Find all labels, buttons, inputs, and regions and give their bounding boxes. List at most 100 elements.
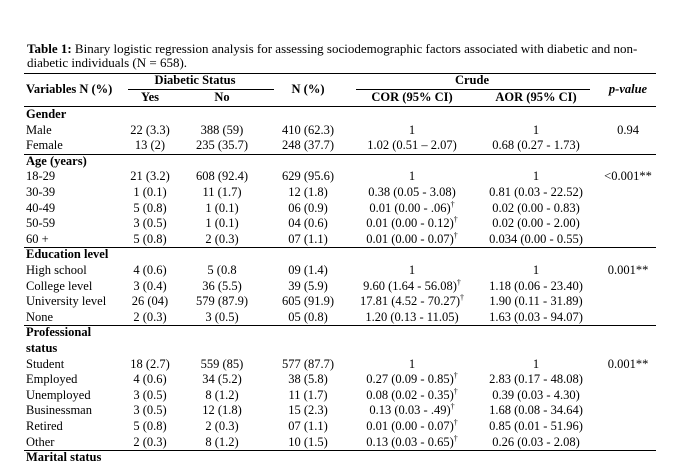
cell-cor: 0.13 (0.03 - .49)† <box>369 402 455 418</box>
cell-no: 2 (0.3) <box>205 419 239 433</box>
cell-n-pct: 629 (95.6) <box>281 169 335 184</box>
header-diabetic-status: Diabetic Status <box>154 73 236 87</box>
cell-yes: 4 (0.6) <box>133 372 167 387</box>
section-divider <box>24 450 656 452</box>
section-title: Age (years) <box>26 153 87 168</box>
cell-cor: 0.01 (0.00 - .06)† <box>369 199 455 215</box>
cell-yes: 13 (2) <box>134 138 166 153</box>
cell-yes: 3 (0.5) <box>133 387 167 402</box>
cell-cor: 1 <box>408 122 416 137</box>
cell-n-pct: 15 (2.3) <box>288 403 328 418</box>
row-label: Student <box>26 356 65 371</box>
dagger-mark: † <box>453 371 458 381</box>
row-label: 18-29 <box>26 169 56 184</box>
cell-yes: 3 (0.5) <box>133 403 167 418</box>
cell-aor: 1 <box>532 169 540 184</box>
cell-n-pct: 07 (1.1) <box>288 231 328 246</box>
cell-cor: 0.13 (0.03 - 0.65)† <box>366 433 458 449</box>
cell-n-pct: 10 (1.5) <box>288 434 328 449</box>
dagger-mark: † <box>453 386 458 396</box>
cell-yes: 18 (2.7) <box>130 356 170 371</box>
cell-yes: 2 (0.3) <box>133 309 167 324</box>
cell-aor: 1 <box>532 356 540 371</box>
cell-no: 11 (1.7) <box>202 185 242 199</box>
section-divider <box>24 325 656 327</box>
cell-aor: 1 <box>532 122 540 137</box>
cell-cor: 0.08 (0.02 - 0.35)† <box>366 386 458 402</box>
cell-cor: 0.01 (0.00 - 0.12)† <box>366 215 458 231</box>
cell-cor: 1 <box>408 169 416 184</box>
cell-n-pct: 38 (5.8) <box>288 372 328 387</box>
cell-yes: 1 (0.1) <box>133 185 167 199</box>
row-label: 60 + <box>26 231 49 246</box>
cell-n-pct: 09 (1.4) <box>288 263 328 277</box>
cell-aor: 1.68 (0.08 - 34.64) <box>489 403 583 418</box>
cell-aor: 0.39 (0.03 - 4.30) <box>492 387 580 402</box>
dagger-mark: † <box>450 402 455 412</box>
header-aor: AOR (95% CI) <box>495 90 577 104</box>
cell-no: 12 (1.8) <box>202 403 242 418</box>
cell-n-pct: 05 (0.8) <box>288 309 328 324</box>
cell-cor: 0.27 (0.09 - 0.85)† <box>366 371 458 387</box>
header-yes: Yes <box>140 90 160 104</box>
cell-yes: 5 (0.8) <box>133 231 167 246</box>
header-crude: Crude <box>454 73 490 87</box>
cell-p-value: 0.001** <box>607 356 649 371</box>
header-variables: Variables N (%) <box>26 82 113 96</box>
cell-n-pct: 410 (62.3) <box>281 122 335 137</box>
cell-p-value: 0.94 <box>617 122 639 137</box>
cell-yes: 4 (0.6) <box>133 263 167 277</box>
dagger-mark: † <box>453 417 458 427</box>
cell-yes: 3 (0.5) <box>133 216 167 231</box>
cell-no: 559 (85) <box>200 356 244 371</box>
row-label: Retired <box>26 419 63 433</box>
cell-cor: 0.38 (0.05 - 3.08) <box>368 185 456 199</box>
header-bottom-rule <box>24 106 656 107</box>
cell-n-pct: 248 (37.7) <box>281 138 335 153</box>
section-title: Gender <box>26 107 67 121</box>
header-crude-rule <box>356 89 590 90</box>
section-title-cont: status <box>26 341 58 355</box>
row-label: 50-59 <box>26 216 56 231</box>
cell-aor: 0.85 (0.01 - 51.96) <box>489 419 583 433</box>
cell-no: 8 (1.2) <box>205 387 239 402</box>
cell-aor: 0.26 (0.03 - 2.08) <box>492 434 580 449</box>
cell-cor: 1 <box>408 356 416 371</box>
header-diabetic-rule <box>128 89 274 90</box>
cell-no: 608 (92.4) <box>195 169 249 184</box>
cell-n-pct: 07 (1.1) <box>288 419 328 433</box>
header-no: No <box>214 90 230 104</box>
cell-aor: 0.02 (0.00 - 2.00) <box>492 216 580 231</box>
table-caption: Table 1: Binary logistic regression anal… <box>27 42 657 70</box>
table-top-rule <box>24 73 656 74</box>
cell-cor: 1.02 (0.51 – 2.07) <box>367 138 457 153</box>
cell-aor: 1 <box>532 263 540 277</box>
cell-cor: 1.20 (0.13 - 11.05) <box>365 309 459 324</box>
cell-aor: 0.81 (0.03 - 22.52) <box>489 185 583 199</box>
header-n-pct: N (%) <box>291 82 325 96</box>
cell-cor: 1 <box>408 263 416 277</box>
header-p-value: p-value <box>608 82 648 96</box>
dagger-mark: † <box>456 277 461 287</box>
section-divider <box>24 247 656 249</box>
row-label: Other <box>26 434 55 449</box>
cell-yes: 5 (0.8) <box>133 200 167 215</box>
cell-no: 388 (59) <box>200 122 244 137</box>
row-label: Male <box>26 122 52 137</box>
cell-no: 2 (0.3) <box>205 231 239 246</box>
cell-n-pct: 12 (1.8) <box>288 185 328 199</box>
dagger-mark: † <box>453 215 458 225</box>
cell-p-value: <0.001** <box>604 169 652 184</box>
cell-yes: 22 (3.3) <box>130 122 170 137</box>
cell-yes: 2 (0.3) <box>133 434 167 449</box>
cell-yes: 21 (3.2) <box>130 169 170 184</box>
header-cor: COR (95% CI) <box>371 90 453 104</box>
cell-n-pct: 577 (87.7) <box>281 356 335 371</box>
cell-yes: 3 (0.4) <box>133 278 167 293</box>
section-title: Marital status <box>26 450 102 465</box>
cell-n-pct: 39 (5.9) <box>288 278 328 293</box>
cell-aor: 0.034 (0.00 - 0.55) <box>489 231 583 246</box>
cell-cor: 9.60 (1.64 - 56.08)† <box>363 277 461 293</box>
section-title: Education level <box>26 247 109 262</box>
cell-aor: 1.90 (0.11 - 31.89) <box>489 294 583 309</box>
